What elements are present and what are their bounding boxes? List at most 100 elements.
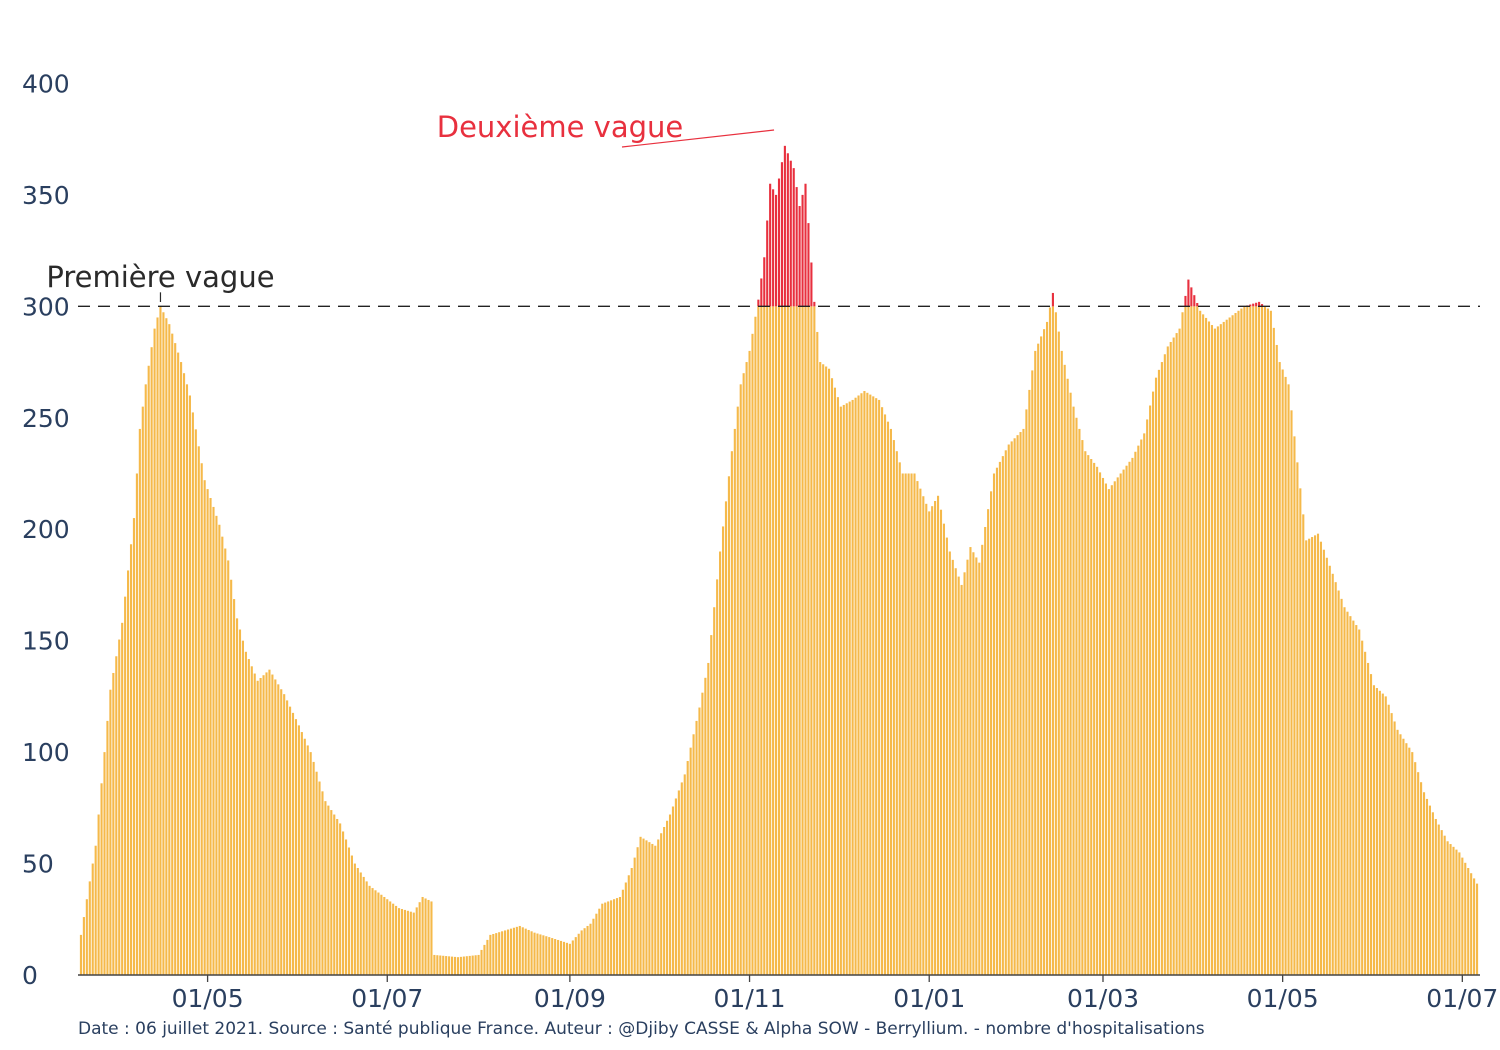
bar (963, 572, 966, 975)
annotations-layer: Première vague Deuxième vague (46, 110, 775, 302)
bar (998, 461, 1001, 975)
bar (539, 934, 542, 975)
bar (624, 882, 627, 975)
bar (1090, 459, 1093, 975)
bar (1163, 354, 1166, 975)
bar (1281, 369, 1284, 976)
bar (925, 503, 928, 975)
bar-excess (1252, 303, 1255, 307)
bar (1137, 445, 1140, 975)
bar (816, 331, 819, 976)
bar (724, 501, 728, 975)
bar (1043, 329, 1046, 975)
bar (415, 907, 418, 975)
bar (533, 932, 536, 975)
bar (710, 635, 713, 975)
bar (321, 791, 324, 975)
bar (783, 306, 786, 976)
bar (121, 622, 124, 975)
bar (663, 827, 666, 975)
bar (1101, 477, 1105, 975)
bar (863, 391, 866, 975)
bar (595, 913, 598, 975)
bar (742, 373, 745, 975)
bar (1034, 350, 1037, 975)
bar (727, 476, 730, 975)
bar (878, 399, 881, 975)
bar (1258, 306, 1261, 976)
bar (1417, 772, 1420, 975)
bar (736, 406, 739, 975)
bar (1299, 488, 1302, 975)
bar (1387, 704, 1390, 975)
bar-excess (760, 278, 763, 307)
bar (453, 956, 457, 975)
bar (185, 384, 189, 976)
bar (804, 306, 807, 976)
bar (571, 940, 574, 975)
bar (91, 863, 94, 975)
bar-excess (1193, 295, 1196, 307)
bar (1305, 540, 1308, 975)
bar (828, 368, 831, 976)
bar (1316, 533, 1320, 975)
bar (1346, 611, 1349, 975)
bar (928, 511, 931, 975)
bar (1414, 762, 1417, 975)
bar (845, 403, 848, 975)
bar-excess (789, 160, 792, 307)
bar (860, 393, 863, 975)
bar (559, 940, 563, 975)
bar (221, 536, 224, 975)
bar (138, 428, 141, 975)
bar (309, 752, 312, 975)
bar (854, 397, 857, 976)
bar (780, 306, 784, 976)
bar (721, 526, 725, 975)
bar (1066, 378, 1069, 975)
bar (760, 306, 763, 976)
bar (147, 365, 150, 975)
bar (1470, 873, 1473, 975)
bar (1040, 336, 1043, 975)
bars-layer (79, 145, 1479, 976)
bar (1007, 444, 1010, 975)
bar (1249, 306, 1252, 976)
bar (551, 938, 554, 975)
bar (1467, 868, 1470, 975)
bar-excess (1196, 302, 1199, 307)
bar (365, 881, 368, 975)
bar (1031, 370, 1034, 975)
bar (1352, 620, 1355, 975)
bar (1361, 640, 1364, 975)
bar (212, 506, 215, 975)
bar (1255, 306, 1258, 976)
bar (112, 672, 115, 975)
bar (1048, 307, 1052, 975)
bar (100, 783, 103, 975)
bar (194, 429, 197, 975)
bar (498, 932, 501, 975)
bar (872, 396, 875, 975)
bar (819, 362, 822, 975)
bar (907, 473, 910, 975)
bar (1308, 538, 1311, 975)
bar (1461, 857, 1464, 975)
bar (1051, 306, 1054, 976)
bar (462, 956, 465, 975)
bar (1237, 310, 1240, 975)
bar (1246, 306, 1249, 976)
bar (427, 899, 430, 975)
bar (1443, 835, 1446, 975)
bar (751, 333, 754, 975)
bar (1340, 598, 1343, 975)
bar (79, 934, 83, 975)
bar (1013, 438, 1016, 975)
bar (274, 679, 277, 975)
bar (1219, 324, 1222, 975)
bar (869, 394, 872, 976)
bar (557, 939, 560, 975)
bar (400, 909, 404, 975)
bar (822, 364, 825, 975)
bar (601, 903, 604, 975)
